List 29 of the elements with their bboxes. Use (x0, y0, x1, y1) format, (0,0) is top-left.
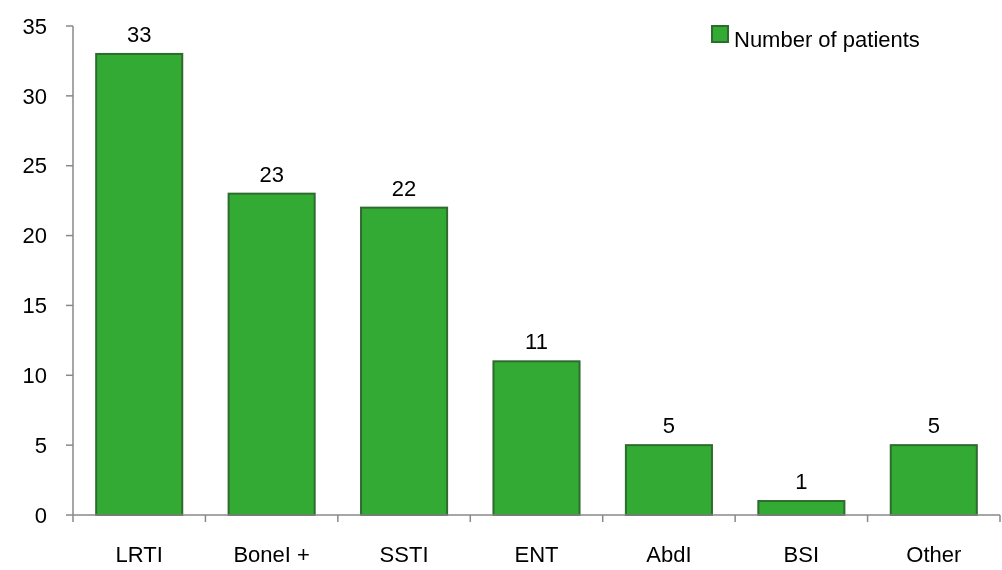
bar (624, 444, 713, 516)
data-label: 23 (259, 161, 284, 187)
x-tick-label: BSI (783, 542, 820, 567)
bar (360, 206, 449, 516)
x-tick-label: AbdI (646, 542, 692, 567)
y-tick-label: 0 (34, 502, 47, 528)
x-tick-label: LRTI (115, 542, 163, 567)
x-tick-label: Other (906, 542, 962, 567)
data-label: 5 (927, 413, 940, 439)
bar (227, 192, 316, 516)
legend-label: Number of patients (734, 26, 920, 52)
data-label: 11 (525, 329, 548, 355)
y-tick-label: 15 (22, 293, 47, 319)
x-tick-label: BoneI + (233, 542, 310, 567)
bar (95, 52, 184, 516)
y-tick-label: 10 (22, 362, 47, 388)
y-tick-label: 35 (22, 13, 47, 39)
y-tick-label: 5 (34, 432, 47, 458)
y-tick-label: 25 (22, 153, 47, 179)
data-label: 5 (662, 413, 676, 439)
y-tick-label: 30 (22, 83, 47, 109)
data-label: 22 (391, 175, 417, 201)
data-label: 1 (795, 469, 808, 495)
y-tick-label: 20 (22, 223, 47, 249)
x-tick-label: ENT (514, 542, 559, 567)
bar (889, 444, 978, 516)
x-tick-label: SSTI (379, 542, 429, 567)
data-label: 33 (126, 21, 152, 47)
bar (492, 360, 581, 516)
